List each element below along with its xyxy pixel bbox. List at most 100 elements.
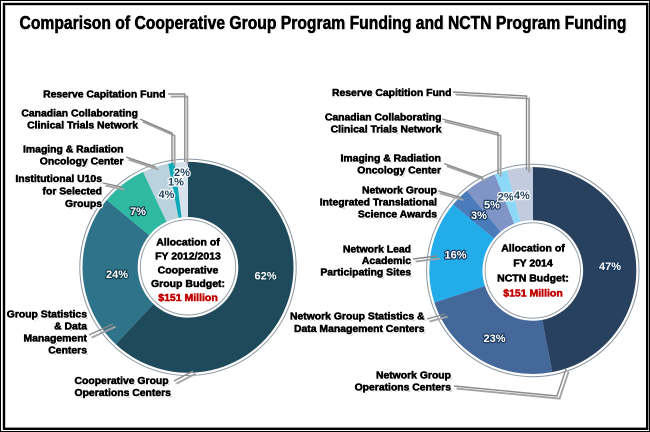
svg-text:Participating Sites: Participating Sites [320, 268, 411, 279]
svg-text:Canadian Collaborating: Canadian Collaborating [23, 110, 140, 121]
svg-text:Institutional U10s: Institutional U10s [17, 175, 104, 186]
svg-text:5%: 5% [484, 200, 500, 212]
svg-text:Imaging & Radiation: Imaging & Radiation [342, 155, 442, 166]
svg-text:Group Budget:: Group Budget: [151, 278, 225, 290]
svg-text:Management: Management [25, 335, 89, 346]
svg-text:for Selected: for Selected [44, 188, 103, 199]
svg-text:$151 Million: $151 Million [158, 292, 218, 304]
svg-text:Institutional U10s: Institutional U10s [15, 174, 102, 185]
svg-text:Centers: Centers [50, 347, 89, 358]
svg-text:Allocation of: Allocation of [501, 243, 565, 255]
svg-text:Clinical Trials Network: Clinical Trials Network [331, 125, 442, 136]
svg-text:Data Management Centers: Data Management Centers [294, 324, 425, 335]
svg-text:Comparison of Cooperative Grou: Comparison of Cooperative Group Program … [20, 13, 627, 33]
svg-text:Network Group: Network Group [362, 186, 437, 197]
svg-text:Canadian Collaborating: Canadian Collaborating [325, 113, 442, 124]
svg-text:Group Statistics: Group Statistics [7, 310, 87, 321]
svg-text:FY 2012/2013: FY 2012/2013 [155, 251, 221, 263]
svg-text:Oncology Center: Oncology Center [40, 157, 124, 168]
svg-text:Oncology Center: Oncology Center [41, 158, 125, 169]
svg-text:Clinical Trials Network: Clinical Trials Network [27, 121, 138, 132]
svg-text:Canadian Collaborating: Canadian Collaborating [21, 109, 138, 120]
svg-text:Group Statistics: Group Statistics [7, 310, 87, 321]
svg-text:Groups: Groups [65, 199, 102, 210]
svg-text:Network Group Statistics &: Network Group Statistics & [290, 312, 425, 323]
svg-text:2%: 2% [174, 167, 190, 179]
svg-text:Science Awards: Science Awards [359, 211, 438, 222]
svg-text:Network Group: Network Group [376, 371, 451, 382]
svg-text:Participating Sites: Participating Sites [320, 268, 411, 279]
svg-text:Integrated Translational: Integrated Translational [321, 199, 438, 210]
svg-text:Reserve Capitation Fund: Reserve Capitation Fund [43, 90, 165, 101]
svg-text:for Selected: for Selected [43, 187, 102, 198]
svg-text:Operations Centers: Operations Centers [75, 388, 172, 399]
svg-text:Clinical Trials Network: Clinical Trials Network [29, 122, 140, 133]
svg-text:Reserve Capitation Fund: Reserve Capitation Fund [44, 91, 166, 102]
svg-text:Operations Centers: Operations Centers [356, 384, 453, 395]
svg-text:Management: Management [23, 334, 87, 345]
svg-text:Academic: Academic [363, 257, 412, 268]
svg-text:Oncology Center: Oncology Center [357, 166, 441, 177]
svg-text:24%: 24% [106, 269, 128, 281]
svg-text:Network Group: Network Group [362, 186, 437, 197]
svg-text:Imaging & Radiation: Imaging & Radiation [341, 154, 441, 165]
svg-text:& Data: & Data [54, 322, 87, 333]
svg-text:Oncology Center: Oncology Center [40, 157, 124, 168]
svg-text:Participating Sites: Participating Sites [322, 269, 413, 280]
svg-text:Allocation of: Allocation of [501, 243, 565, 255]
svg-text:Imaging & Radiation: Imaging & Radiation [23, 145, 123, 156]
svg-text:$151 Million: $151 Million [503, 288, 563, 300]
svg-text:4%: 4% [514, 190, 530, 202]
svg-text:Management: Management [23, 334, 87, 345]
svg-text:Operations Centers: Operations Centers [76, 389, 173, 400]
svg-text:Network Group: Network Group [376, 371, 451, 382]
svg-text:FY 2012/2013: FY 2012/2013 [155, 251, 221, 263]
svg-text:Network Lead: Network Lead [344, 246, 412, 257]
svg-text:Cooperative: Cooperative [158, 265, 219, 277]
svg-text:for Selected: for Selected [43, 187, 102, 198]
svg-text:Operations Centers: Operations Centers [355, 383, 452, 394]
svg-text:Cooperative Group: Cooperative Group [76, 377, 170, 388]
svg-text:Cooperative Group: Cooperative Group [75, 376, 169, 387]
svg-text:7%: 7% [130, 206, 146, 218]
svg-text:FY 2014: FY 2014 [513, 258, 553, 270]
svg-text:Cooperative Group: Cooperative Group [75, 376, 169, 387]
svg-text:Network Group: Network Group [363, 187, 438, 198]
svg-text:Canadian Collaborating: Canadian Collaborating [325, 113, 442, 124]
svg-text:Group Budget:: Group Budget: [151, 278, 225, 290]
svg-text:$151 Million: $151 Million [158, 292, 218, 304]
svg-text:Network Group Statistics &: Network Group Statistics & [291, 313, 426, 324]
svg-text:Network Group Statistics &: Network Group Statistics & [290, 312, 425, 323]
svg-text:Data Management Centers: Data Management Centers [295, 325, 426, 336]
svg-text:Centers: Centers [48, 346, 87, 357]
svg-text:Canadian Collaborating: Canadian Collaborating [21, 109, 138, 120]
svg-text:Clinical Trials Network: Clinical Trials Network [332, 126, 443, 137]
svg-text:Groups: Groups [66, 200, 103, 211]
svg-text:4%: 4% [159, 189, 175, 201]
svg-text:Comparison of Cooperative Grou: Comparison of Cooperative Group Program … [21, 14, 628, 34]
svg-text:FY 2014: FY 2014 [513, 258, 553, 270]
svg-text:Canadian Collaborating: Canadian Collaborating [326, 114, 443, 125]
svg-text:Oncology Center: Oncology Center [359, 167, 443, 178]
svg-text:Institutional U10s: Institutional U10s [15, 174, 102, 185]
svg-text:Integrated Translational: Integrated Translational [320, 198, 437, 209]
svg-text:Reserve Capitition Fund: Reserve Capitition Fund [333, 89, 453, 100]
svg-text:Network Group: Network Group [377, 372, 452, 383]
svg-text:2%: 2% [498, 192, 514, 204]
svg-text:Network Lead: Network Lead [343, 245, 411, 256]
svg-text:Science Awards: Science Awards [358, 210, 437, 221]
svg-text:Imaging & Radiation: Imaging & Radiation [341, 154, 441, 165]
svg-text:& Data: & Data [54, 322, 87, 333]
svg-text:Allocation of: Allocation of [156, 237, 220, 249]
svg-text:47%: 47% [599, 261, 621, 273]
svg-text:62%: 62% [254, 271, 276, 283]
svg-text:23%: 23% [483, 333, 505, 345]
svg-text:Imaging & Radiation: Imaging & Radiation [23, 145, 123, 156]
svg-text:Academic: Academic [362, 256, 411, 267]
svg-text:Group Statistics: Group Statistics [8, 311, 88, 322]
svg-text:Cooperative: Cooperative [158, 265, 219, 277]
svg-text:Data Management Centers: Data Management Centers [294, 324, 425, 335]
svg-text:Academic: Academic [362, 256, 411, 267]
svg-text:Clinical Trials Network: Clinical Trials Network [27, 121, 138, 132]
svg-text:Operations Centers: Operations Centers [355, 383, 452, 394]
